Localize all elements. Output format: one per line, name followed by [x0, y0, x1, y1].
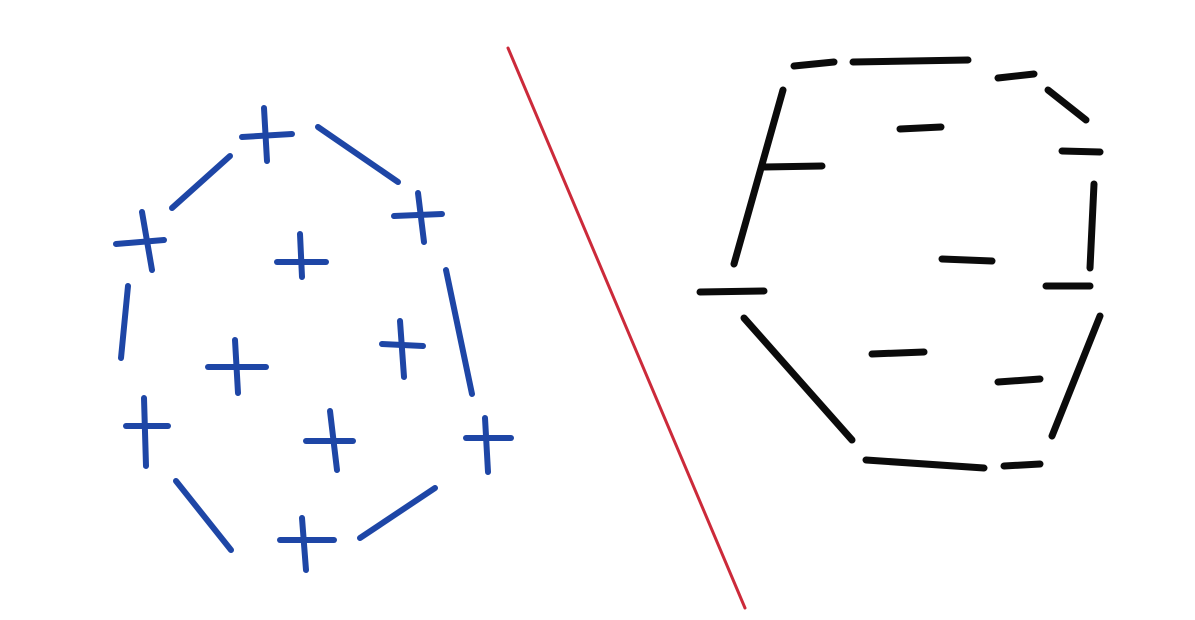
positive-point	[303, 408, 356, 473]
negative-boundary-segment	[849, 56, 972, 66]
positive-point	[277, 515, 337, 573]
positive-cluster-boundary	[118, 124, 475, 553]
negative-boundary-segment	[1086, 180, 1098, 272]
positive-boundary-segment	[443, 267, 475, 397]
positive-point	[391, 190, 445, 245]
positive-boundary-segment	[118, 283, 131, 361]
negative-cluster-boundary	[730, 56, 1104, 472]
negative-point	[1058, 147, 1104, 156]
positive-point	[239, 105, 295, 164]
positive-point	[113, 209, 167, 273]
negative-boundary-segment	[790, 58, 838, 70]
negative-point	[1000, 460, 1044, 470]
positive-boundary-segment	[357, 485, 438, 541]
negative-point	[868, 348, 928, 358]
negative-boundary-segment	[1044, 86, 1090, 124]
negative-boundary-segment	[862, 456, 988, 472]
positive-point	[463, 415, 514, 475]
negative-boundary-segment	[730, 86, 787, 268]
positive-boundary-segment	[169, 153, 233, 211]
positive-boundary-segment	[173, 478, 234, 553]
positive-points	[113, 105, 514, 573]
negative-point	[696, 287, 768, 296]
positive-point	[274, 231, 329, 280]
negative-point	[896, 123, 945, 133]
negative-boundary-segment	[994, 70, 1038, 82]
negative-boundary-segment	[1048, 312, 1104, 440]
positive-boundary-segment	[315, 124, 401, 185]
negative-point	[760, 162, 826, 171]
separator-line	[506, 46, 747, 610]
negative-point	[938, 255, 996, 265]
negative-point	[994, 375, 1044, 386]
positive-point	[205, 337, 269, 396]
positive-point	[123, 395, 171, 469]
negative-points	[696, 123, 1104, 470]
negative-boundary-segment	[740, 314, 856, 444]
positive-point	[379, 318, 426, 380]
